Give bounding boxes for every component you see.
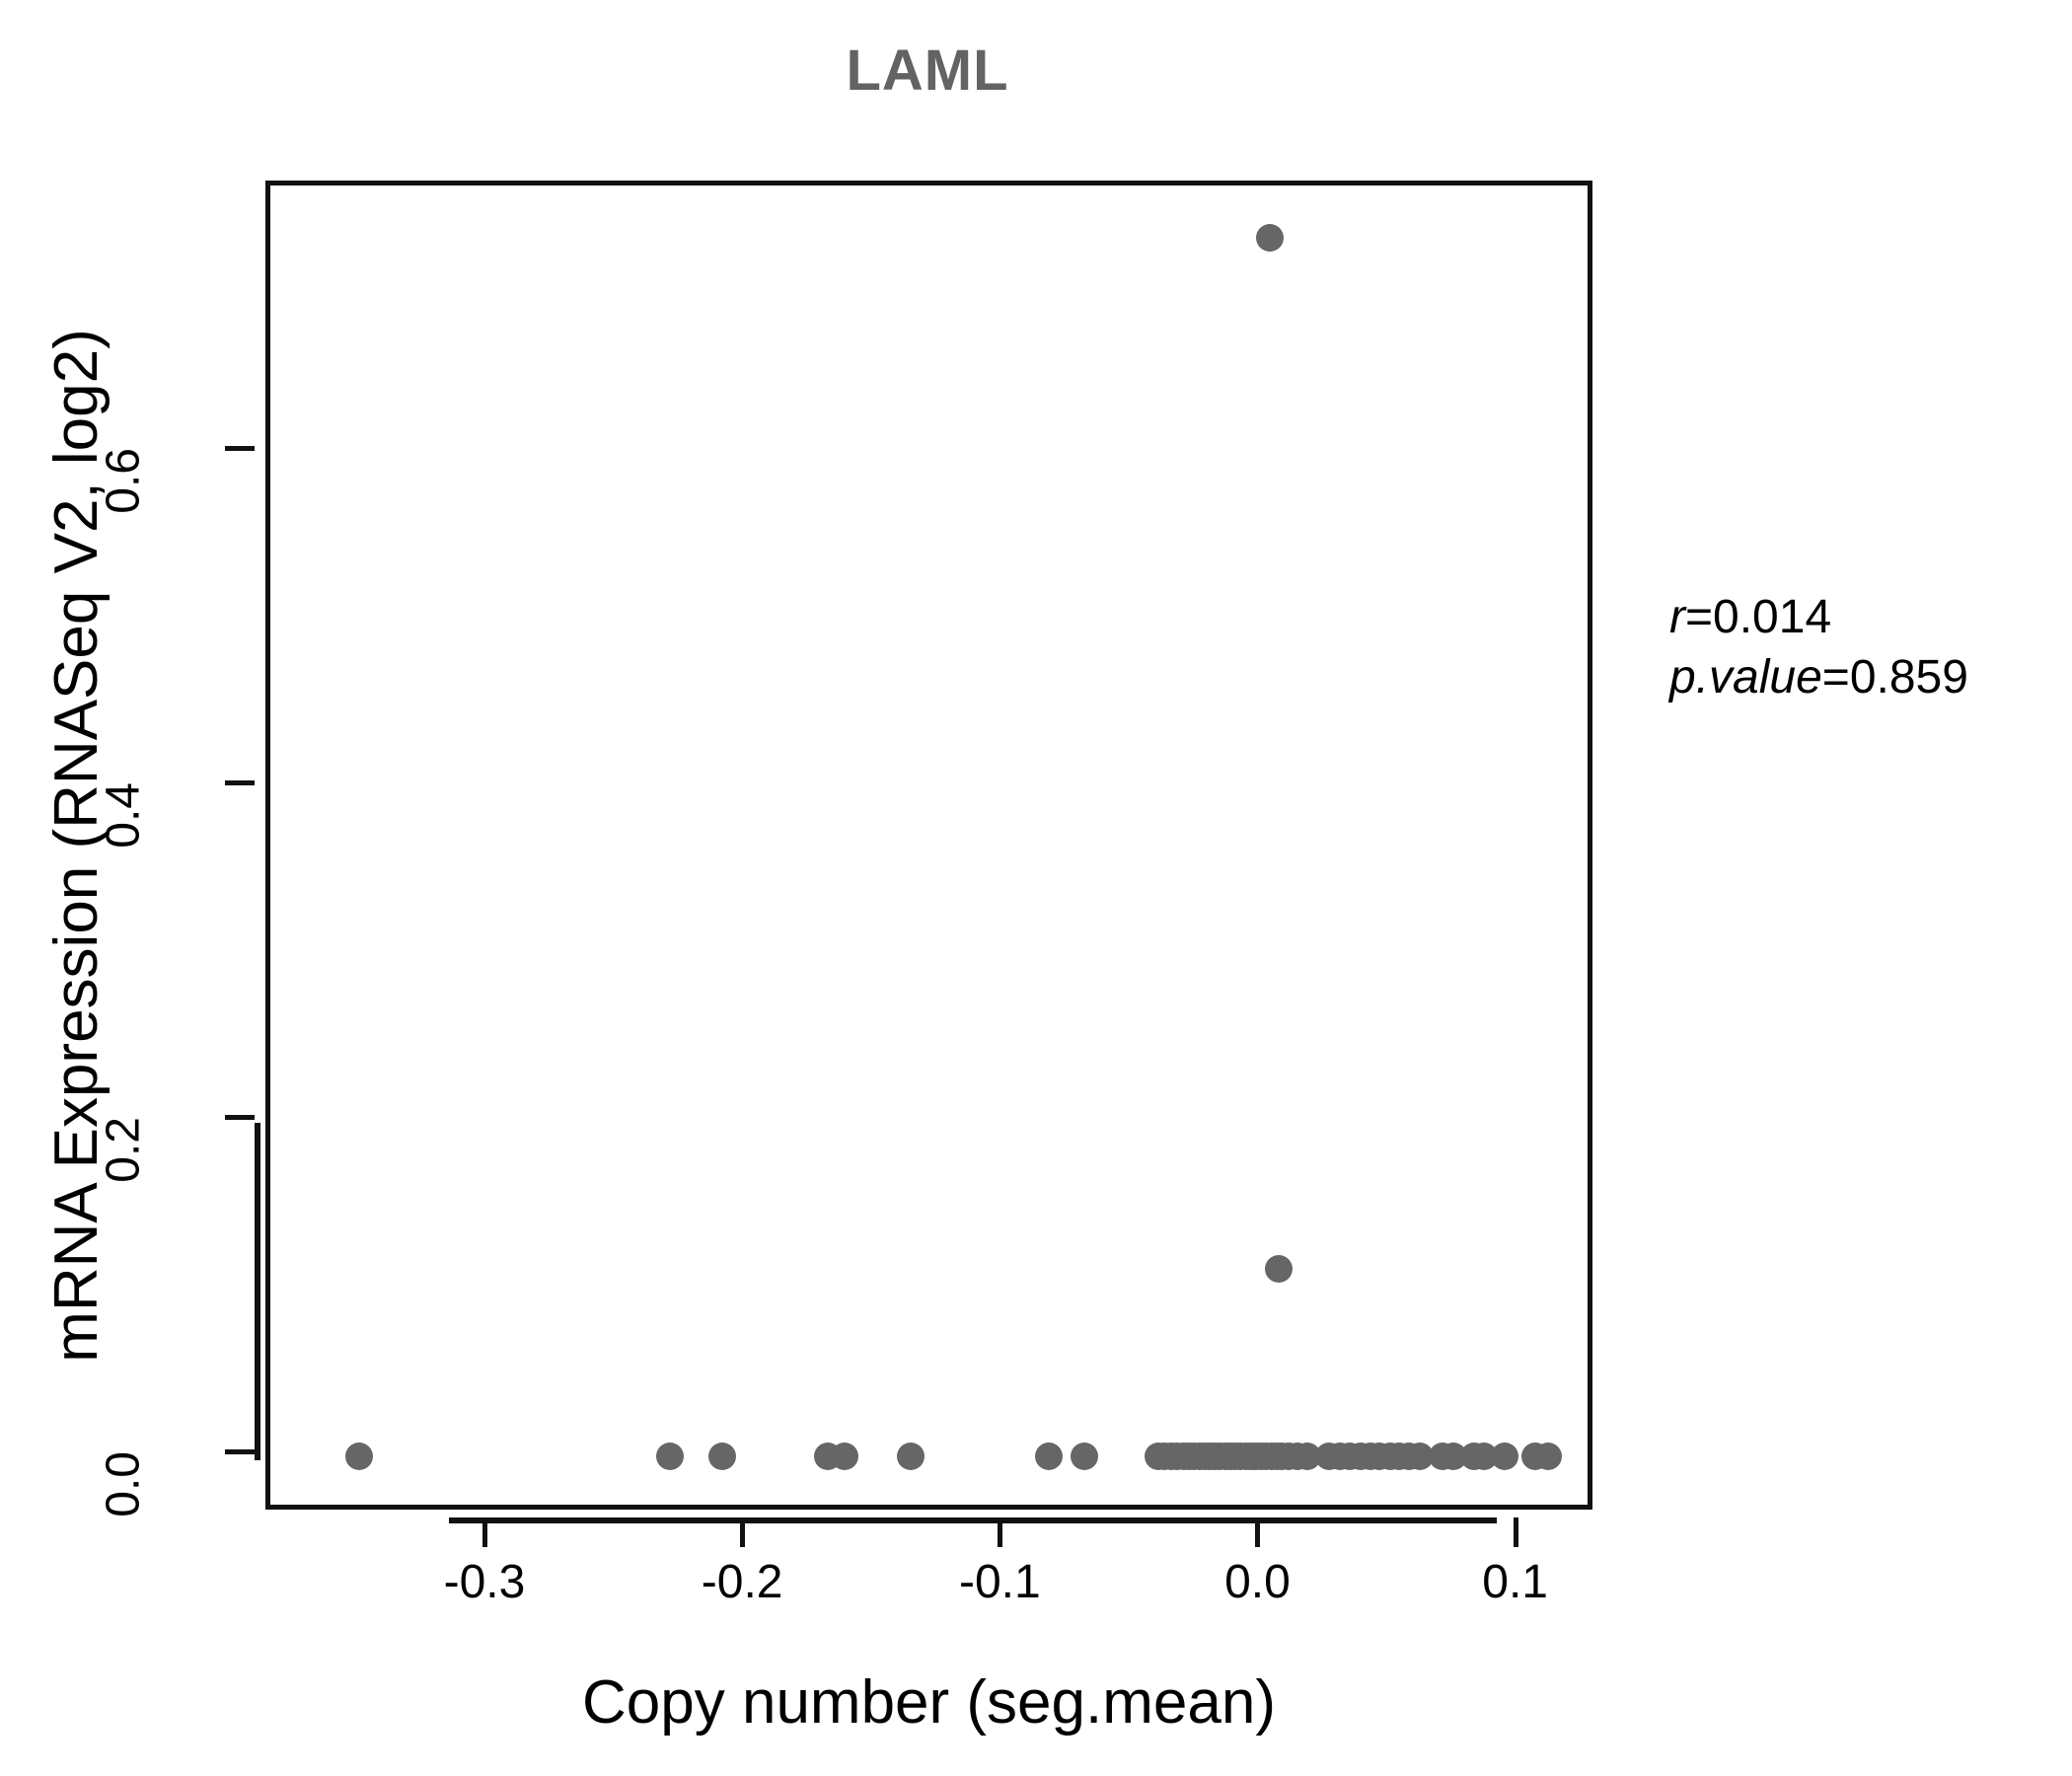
y-axis-tick [225,1114,255,1120]
data-point [1534,1442,1563,1470]
data-point [1034,1442,1063,1470]
y-axis-line [255,1123,260,1460]
x-axis-line [449,1517,1497,1523]
x-axis-tick [481,1517,487,1547]
data-point [1071,1442,1099,1470]
x-axis-title: Copy number (seg.mean) [582,1668,1276,1737]
y-axis-tick [225,779,255,785]
data-point [1405,1442,1434,1470]
y-axis-tick [225,1448,255,1454]
pvalue-stat-row: p.value=0.859 [1669,647,1968,707]
data-point [1490,1442,1518,1470]
correlation-equals: = [1684,591,1714,643]
x-axis-tick-label: -0.2 [701,1556,783,1608]
x-axis-tick-label: 0.0 [1224,1556,1291,1608]
plot-area [265,181,1592,1510]
pvalue-label: p.value [1669,651,1822,704]
data-point [345,1442,374,1470]
data-point [1256,223,1285,252]
data-point [831,1442,859,1470]
stats-annotation: r=0.014 p.value=0.859 [1669,587,1968,708]
correlation-stat-row: r=0.014 [1669,587,1968,647]
pvalue-value: 0.859 [1849,651,1968,704]
correlation-label: r [1669,591,1685,643]
y-axis-title: mRNA Expression (RNASeq V2, log2) [42,328,111,1363]
y-axis-tick-label: 0.0 [98,1450,150,1517]
x-axis-tick-label: -0.3 [443,1556,526,1608]
data-point [708,1442,737,1470]
data-point [1265,1254,1294,1283]
page-title: LAML [846,38,1009,103]
data-point [655,1442,684,1470]
data-point [896,1442,925,1470]
x-axis-tick [740,1517,746,1547]
x-axis-tick [1255,1517,1261,1547]
x-axis-tick [998,1517,1003,1547]
x-axis-tick-label: -0.1 [958,1556,1041,1608]
data-points-layer [270,185,1588,1505]
correlation-value: 0.014 [1713,591,1832,643]
y-axis-tick [225,446,255,452]
pvalue-equals: = [1821,651,1850,704]
x-axis-tick-label: 0.1 [1482,1556,1548,1608]
x-axis-tick [1513,1517,1518,1547]
